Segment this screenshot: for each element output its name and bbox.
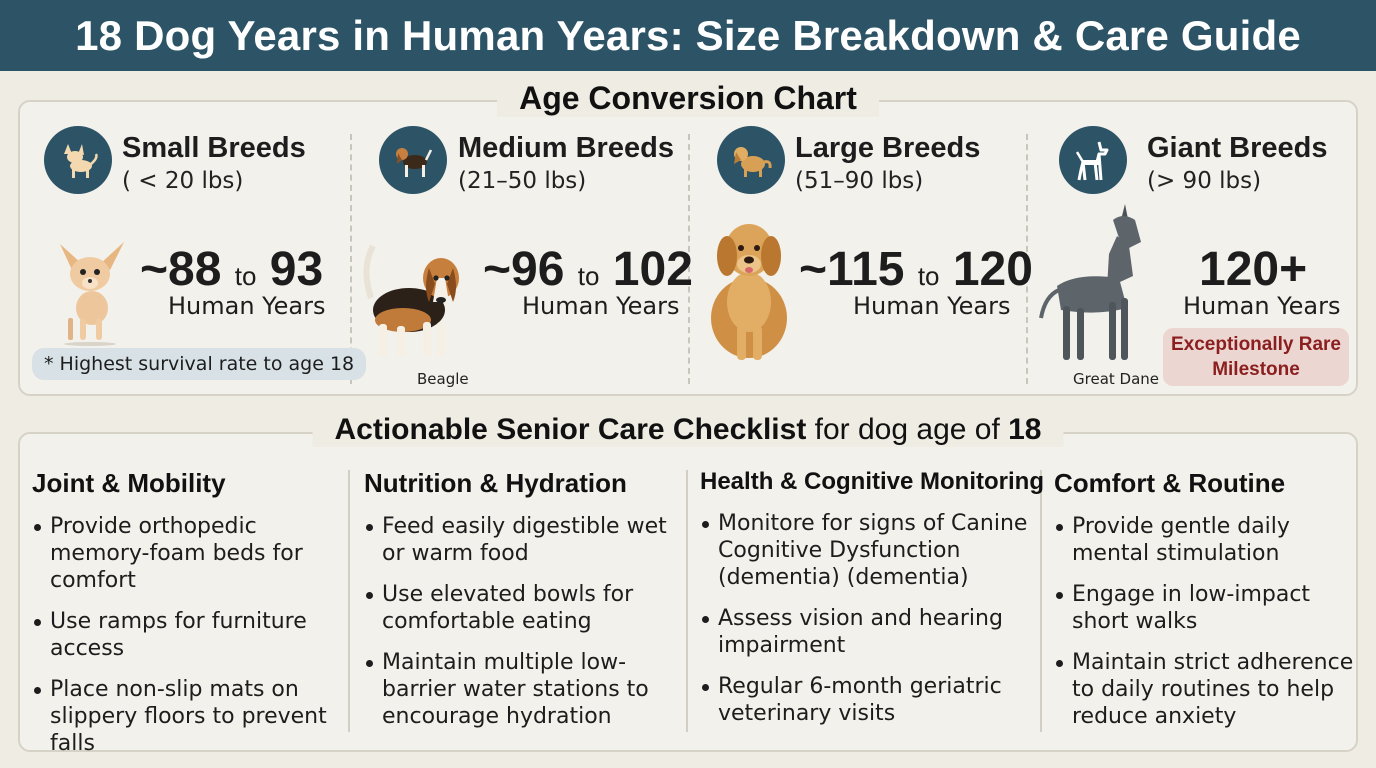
- checklist-title-light: for dog age of: [806, 413, 1009, 446]
- great-dane-illustration: [1039, 204, 1141, 360]
- human-years-label: Human Years: [853, 292, 1011, 320]
- senior-care-checklist-panel: Actionable Senior Care Checklist for dog…: [18, 413, 1358, 756]
- range-high: 93: [269, 243, 324, 296]
- breed-weight: ( < 20 lbs): [122, 168, 244, 194]
- breed-card-large: Large Breeds (51–90 lbs) ~115 to 120 Hum…: [689, 102, 1033, 398]
- column-divider: [1040, 470, 1042, 732]
- care-item: Regular 6-month geriatric veterinary vis…: [700, 673, 1034, 727]
- range-value: 120+: [1199, 243, 1308, 296]
- breed-name: Medium Breeds: [458, 132, 674, 164]
- great-dane-icon: [1059, 126, 1127, 194]
- survival-note: * Highest survival rate to age 18: [32, 348, 367, 380]
- breed-divider: [688, 134, 690, 384]
- care-column-nutrition-hydration: Nutrition & Hydration Feed easily digest…: [364, 468, 680, 744]
- breed-divider: [350, 134, 352, 384]
- care-item: Maintain multiple low-barrier water stat…: [364, 649, 680, 730]
- care-column-joint-mobility: Joint & Mobility Provide orthopedic memo…: [32, 468, 344, 768]
- column-divider: [686, 470, 688, 732]
- chihuahua-illustration: [60, 242, 124, 346]
- beagle-icon: [379, 126, 447, 194]
- human-years-range: ~96 to 102: [483, 242, 693, 297]
- checklist-title-age: 18: [1008, 413, 1042, 446]
- range-to: to: [234, 261, 257, 291]
- breed-caption: Great Dane: [1073, 370, 1160, 388]
- age-conversion-panel: Age Conversion Chart Small Breeds ( < 20…: [18, 80, 1360, 398]
- range-to: to: [577, 261, 600, 291]
- human-years-label: Human Years: [1183, 292, 1341, 320]
- range-high: 102: [612, 243, 693, 296]
- checklist-title-bold: Actionable Senior Care Checklist: [334, 413, 807, 446]
- breed-card-small: Small Breeds ( < 20 lbs) ~88 to 93 Human…: [20, 102, 367, 398]
- header-banner: 18 Dog Years in Human Years: Size Breakd…: [0, 0, 1376, 71]
- breed-divider: [1026, 134, 1028, 384]
- care-list: Provide gentle daily mental stimulation …: [1054, 513, 1356, 730]
- breed-name: Small Breeds: [122, 132, 306, 164]
- care-item: Place non-slip mats on slippery floors t…: [32, 676, 344, 757]
- care-item: Assess vision and hearing impairment: [700, 605, 1034, 659]
- care-list: Feed easily digestible wet or warm food …: [364, 513, 680, 730]
- range-high: 120: [952, 243, 1033, 296]
- breed-card-giant: Giant Breeds (> 90 lbs) Great Dane 120+ …: [1027, 102, 1360, 398]
- breed-weight: (21–50 lbs): [458, 168, 587, 194]
- care-item: Use ramps for furniture access: [32, 608, 344, 662]
- care-column-health-cognitive: Health & Cognitive Monitoring Monitore f…: [700, 468, 1044, 741]
- care-column-comfort-routine: Comfort & Routine Provide gentle daily m…: [1054, 468, 1356, 744]
- care-list: Monitore for signs of Canine Cognitive D…: [700, 510, 1034, 727]
- care-item: Feed easily digestible wet or warm food: [364, 513, 680, 567]
- human-years-range: 120+: [1199, 242, 1307, 297]
- human-years-label: Human Years: [522, 292, 680, 320]
- care-item: Monitore for signs of Canine Cognitive D…: [700, 510, 1034, 591]
- care-item: Maintain strict adherence to daily routi…: [1054, 649, 1356, 730]
- care-item: Provide orthopedic memory-foam beds for …: [32, 513, 344, 594]
- human-years-range: ~115 to 120: [799, 242, 1033, 297]
- care-column-heading: Joint & Mobility: [32, 468, 226, 498]
- range-low: ~115: [799, 243, 905, 296]
- golden-retriever-illustration: [711, 224, 787, 360]
- golden-retriever-icon: [717, 126, 785, 194]
- range-to: to: [917, 261, 940, 291]
- care-column-heading: Comfort & Routine: [1054, 468, 1286, 498]
- checklist-title: Actionable Senior Care Checklist for dog…: [312, 413, 1064, 447]
- beagle-illustration: [363, 244, 459, 356]
- breed-weight: (51–90 lbs): [795, 168, 924, 194]
- care-item: Use elevated bowls for comfortable eatin…: [364, 581, 680, 635]
- chihuahua-icon: [44, 126, 112, 194]
- column-divider: [348, 470, 350, 732]
- care-list: Provide orthopedic memory-foam beds for …: [32, 513, 344, 757]
- page-title: 18 Dog Years in Human Years: Size Breakd…: [75, 11, 1301, 59]
- breed-weight: (> 90 lbs): [1147, 168, 1262, 194]
- care-column-heading: Nutrition & Hydration: [364, 468, 627, 498]
- breed-card-medium: Medium Breeds (21–50 lbs) Beagle ~96 to …: [351, 102, 693, 398]
- range-low: ~88: [140, 243, 222, 296]
- range-low: ~96: [483, 243, 565, 296]
- breed-name: Giant Breeds: [1147, 132, 1328, 164]
- age-conversion-title: Age Conversion Chart: [497, 80, 879, 117]
- care-item: Provide gentle daily mental stimulation: [1054, 513, 1356, 567]
- care-column-heading: Health & Cognitive Monitoring: [700, 468, 1044, 495]
- breed-name: Large Breeds: [795, 132, 981, 164]
- rare-milestone-badge: Exceptionally Rare Milestone: [1163, 328, 1349, 386]
- human-years-label: Human Years: [168, 292, 326, 320]
- breed-caption: Beagle: [417, 370, 469, 388]
- human-years-range: ~88 to 93: [140, 242, 323, 297]
- care-item: Engage in low-impact short walks: [1054, 581, 1356, 635]
